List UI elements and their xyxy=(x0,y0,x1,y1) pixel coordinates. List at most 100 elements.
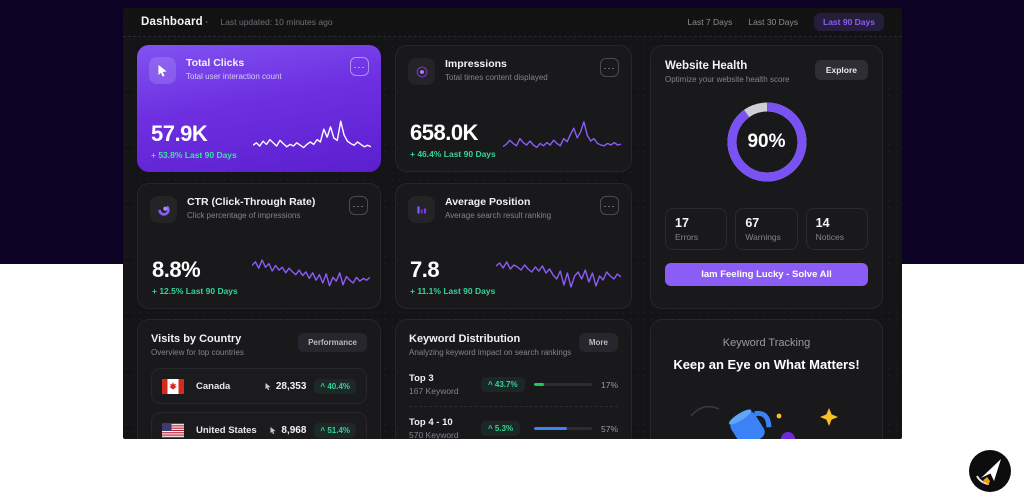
card-titles: CTR (Click-Through Rate) Click percentag… xyxy=(187,196,315,220)
more-options-icon[interactable]: ··· xyxy=(600,196,619,215)
card-keyword-tracking: Keyword Tracking Keep an Eye on What Mat… xyxy=(650,319,883,439)
card-ctr: CTR (Click-Through Rate) Click percentag… xyxy=(137,183,381,309)
keyword-count: 570 Keyword xyxy=(409,430,459,439)
tracking-eyebrow: Keyword Tracking xyxy=(722,337,811,349)
top-bar: Dashboard · Last updated: 10 minutes ago… xyxy=(123,8,902,37)
last-updated-text: Last updated: 10 minutes ago xyxy=(220,17,333,27)
card-title: Website Health xyxy=(665,60,748,72)
card-subtitle: Average search result ranking xyxy=(445,211,552,221)
sparkline-total-clicks xyxy=(253,120,371,149)
progress-fill xyxy=(534,427,568,430)
more-button[interactable]: More xyxy=(578,333,618,352)
cursor-icon xyxy=(149,57,176,84)
more-options-icon[interactable]: ··· xyxy=(600,58,619,77)
explore-button[interactable]: Explore xyxy=(814,60,868,80)
period-switcher: Last 7 Days Last 30 Days Last 90 Days xyxy=(687,13,884,31)
progress-fill xyxy=(534,383,544,386)
card-titles: Keyword Distribution Analyzing keyword i… xyxy=(409,333,571,357)
card-subtitle: Total user interaction count xyxy=(186,72,282,82)
progress-track xyxy=(534,383,592,386)
metric-change: + 46.4% Last 90 Days xyxy=(410,149,496,159)
solve-all-button[interactable]: Iam Feeling Lucky - Solve All xyxy=(665,263,868,286)
sparkline-ctr xyxy=(252,259,370,287)
brand-logo-icon[interactable] xyxy=(967,448,1013,494)
keyword-row-top-4-10[interactable]: Top 4 - 10 570 Keyword ^ 5.3% 57% xyxy=(409,406,618,439)
metric-value: 57.9K xyxy=(151,121,208,146)
card-head: Visits by Country Overview for top count… xyxy=(138,320,380,357)
donut-ring xyxy=(727,102,806,182)
card-visits-by-country: Visits by Country Overview for top count… xyxy=(137,319,381,439)
progress-percent: 17% xyxy=(600,379,618,390)
stat-value: 14 xyxy=(815,216,830,230)
card-head: Keyword Distribution Analyzing keyword i… xyxy=(396,320,631,357)
tracking-illustration xyxy=(690,405,838,439)
card-keyword-distribution: Keyword Distribution Analyzing keyword i… xyxy=(395,319,632,439)
card-subtitle: Total times content displayed xyxy=(445,73,548,83)
progress-track xyxy=(534,427,592,430)
canada-flag-icon xyxy=(162,378,184,394)
keyword-names: Top 3 167 Keyword xyxy=(409,373,481,396)
bar-chart-icon xyxy=(408,196,435,223)
country-name: United States xyxy=(196,424,257,436)
metric: 57.9K + 53.8% Last 90 Days xyxy=(151,121,237,160)
sparkline-impressions xyxy=(503,121,621,149)
card-titles: Website Health Optimize your website hea… xyxy=(665,60,790,84)
country-name: Canada xyxy=(196,380,231,392)
keyword-tier: Top 4 - 10 xyxy=(409,417,453,428)
card-titles: Visits by Country Overview for top count… xyxy=(151,333,244,357)
metric-change: + 12.5% Last 90 Days xyxy=(152,286,238,296)
card-subtitle: Click percentage of impressions xyxy=(187,211,301,221)
dashboard-panel: Dashboard · Last updated: 10 minutes ago… xyxy=(123,8,902,439)
card-head: Average Position Average search result r… xyxy=(396,184,631,223)
health-score-value: 90% xyxy=(747,131,786,152)
sparkline-average-position xyxy=(496,261,621,288)
metric-change: + 11.1% Last 90 Days xyxy=(410,286,496,296)
country-row-united-states[interactable]: United States 8,968 ^ 51.4% xyxy=(151,412,367,439)
country-change-badge: ^ 40.4% xyxy=(314,378,356,394)
card-title: Impressions xyxy=(445,58,507,70)
more-options-icon[interactable]: ··· xyxy=(349,196,368,215)
card-website-health: Website Health Optimize your website hea… xyxy=(650,45,883,309)
card-total-clicks: Total Clicks Total user interaction coun… xyxy=(137,45,381,172)
stat-label: Notices xyxy=(815,232,844,242)
country-row-canada[interactable]: Canada 28,353 ^ 40.4% xyxy=(151,368,367,404)
card-head: Impressions Total times content displaye… xyxy=(396,46,631,85)
card-title: Visits by Country xyxy=(151,333,242,345)
card-titles: Total Clicks Total user interaction coun… xyxy=(186,57,282,81)
performance-button[interactable]: Performance xyxy=(298,333,367,352)
eye-icon xyxy=(408,58,435,85)
keyword-count: 167 Keyword xyxy=(409,386,459,396)
progress-percent: 57% xyxy=(600,423,618,434)
metric-value: 7.8 xyxy=(410,257,440,282)
click-icon xyxy=(265,382,271,390)
keyword-tier: Top 3 xyxy=(409,373,434,384)
card-title: Keyword Distribution xyxy=(409,333,521,345)
card-title: Average Position xyxy=(445,196,531,208)
stat-label: Errors xyxy=(675,232,699,242)
card-title: Total Clicks xyxy=(186,57,245,69)
card-subtitle: Overview for top countries xyxy=(151,348,244,357)
card-subtitle: Analyzing keyword impact on search ranki… xyxy=(409,348,572,357)
health-score-donut: 90% xyxy=(651,98,882,186)
stat-label: Warnings xyxy=(745,232,781,242)
metric: 7.8 + 11.1% Last 90 Days xyxy=(410,257,495,296)
metric-value: 658.0K xyxy=(410,120,478,145)
keyword-row-top-3[interactable]: Top 3 167 Keyword ^ 43.7% 17% xyxy=(409,363,618,406)
period-last-90-days[interactable]: Last 90 Days xyxy=(814,13,884,31)
keyword-names: Top 4 - 10 570 Keyword xyxy=(409,417,481,439)
page-title: Dashboard xyxy=(141,16,203,28)
tracking-heading: Keep an Eye on What Matters! xyxy=(673,357,860,372)
card-head: CTR (Click-Through Rate) Click percentag… xyxy=(138,184,380,223)
card-average-position: Average Position Average search result r… xyxy=(395,183,632,309)
metric: 8.8% + 12.5% Last 90 Days xyxy=(152,257,238,296)
metric: 658.0K + 46.4% Last 90 Days xyxy=(410,120,496,159)
pie-chart-icon xyxy=(150,196,177,223)
health-stats: 17 Errors 67 Warnings 14 Notices xyxy=(651,208,882,250)
more-options-icon[interactable]: ··· xyxy=(350,57,369,76)
card-impressions: Impressions Total times content displaye… xyxy=(395,45,632,172)
stat-value: 17 xyxy=(675,216,689,230)
card-title: CTR (Click-Through Rate) xyxy=(187,196,316,208)
period-last-7-days[interactable]: Last 7 Days xyxy=(687,17,733,27)
period-last-30-days[interactable]: Last 30 Days xyxy=(748,17,799,27)
